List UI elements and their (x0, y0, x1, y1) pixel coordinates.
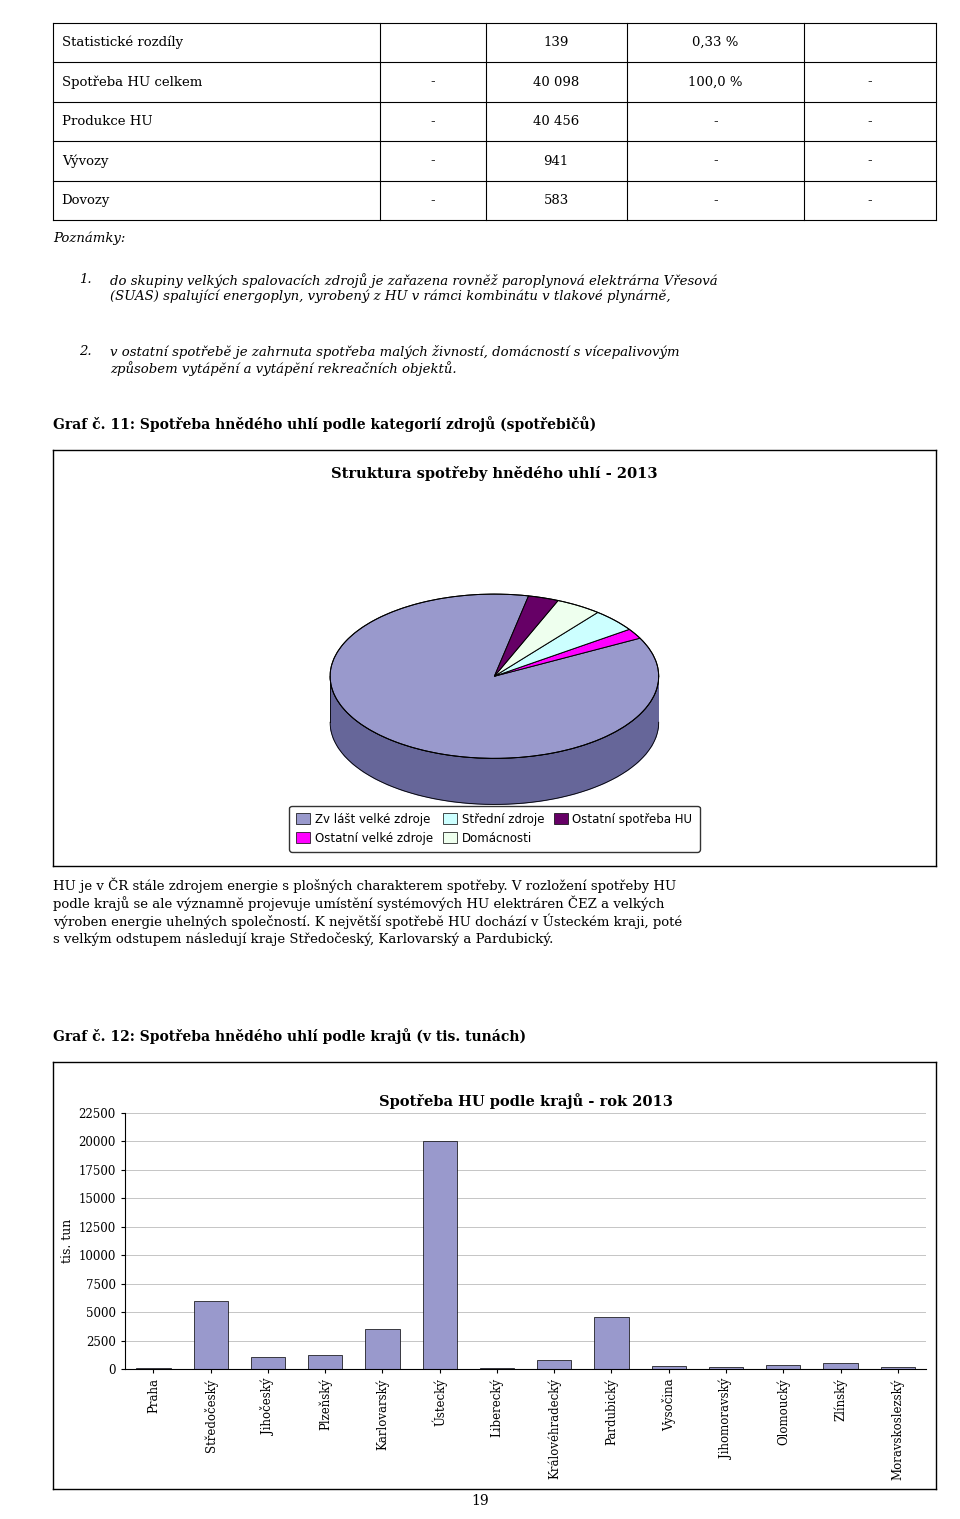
Text: Struktura spotřeby hnědého uhlí - 2013: Struktura spotřeby hnědého uhlí - 2013 (331, 466, 658, 482)
Legend: Zv lášt velké zdroje, Ostatní velké zdroje, Střední zdroje, Domácnosti, Ostatní : Zv lášt velké zdroje, Ostatní velké zdro… (289, 805, 700, 852)
Text: Produkce HU: Produkce HU (61, 115, 153, 128)
Y-axis label: tis. tun: tis. tun (61, 1218, 74, 1264)
Bar (708, 1367, 743, 1369)
Text: 1.: 1. (80, 273, 92, 286)
Text: 19: 19 (471, 1493, 489, 1508)
Text: 583: 583 (543, 194, 569, 207)
Wedge shape (494, 595, 558, 676)
Text: 941: 941 (543, 155, 569, 167)
Bar (824, 1363, 857, 1369)
Text: -: - (713, 115, 717, 128)
Text: Poznámky:: Poznámky: (53, 231, 125, 245)
Text: HU je v ČR stále zdrojem energie s plošných charakterem spotřeby. V rozložení sp: HU je v ČR stále zdrojem energie s plošn… (53, 878, 682, 946)
Text: Statistické rozdíly: Statistické rozdíly (61, 36, 182, 49)
Bar (308, 1355, 343, 1369)
Bar (594, 1317, 629, 1369)
Bar (194, 1300, 228, 1369)
Title: Spotřeba HU podle krajů - rok 2013: Spotřeba HU podle krajů - rok 2013 (378, 1094, 673, 1109)
Text: v ostatní spotřebě je zahrnuta spotřeba malých živností, domácností s vícepalivo: v ostatní spotřebě je zahrnuta spotřeba … (110, 345, 680, 377)
Text: -: - (868, 76, 872, 88)
Bar (766, 1364, 801, 1369)
Bar (652, 1366, 685, 1369)
Text: -: - (868, 194, 872, 207)
Text: Graf č. 11: Spotřeba hnědého uhlí podle kategorií zdrojů (spotřebičů): Graf č. 11: Spotřeba hnědého uhlí podle … (53, 416, 596, 431)
Text: -: - (430, 155, 435, 167)
Text: 139: 139 (543, 36, 569, 49)
Bar (365, 1329, 399, 1369)
Wedge shape (494, 600, 598, 676)
Text: 40 456: 40 456 (533, 115, 579, 128)
Text: 2.: 2. (80, 345, 92, 358)
Text: 100,0 %: 100,0 % (688, 76, 742, 88)
Bar (422, 1141, 457, 1369)
Text: -: - (430, 115, 435, 128)
Wedge shape (330, 594, 659, 758)
Text: -: - (713, 194, 717, 207)
Text: Spotřeba HU celkem: Spotřeba HU celkem (61, 76, 202, 88)
Bar (537, 1360, 571, 1369)
Wedge shape (494, 612, 630, 676)
Text: -: - (713, 155, 717, 167)
Bar (251, 1356, 285, 1369)
Text: Dovozy: Dovozy (61, 194, 110, 207)
Text: do skupiny velkých spalovacích zdrojů je zařazena rovněž paroplynová elektrárna : do skupiny velkých spalovacích zdrojů je… (110, 273, 718, 304)
Text: 40 098: 40 098 (533, 76, 579, 88)
Polygon shape (330, 676, 659, 805)
Polygon shape (331, 682, 659, 804)
Text: -: - (430, 76, 435, 88)
Text: Graf č. 12: Spotřeba hnědého uhlí podle krajů (v tis. tunách): Graf č. 12: Spotřeba hnědého uhlí podle … (53, 1028, 526, 1044)
Text: -: - (430, 194, 435, 207)
Bar (880, 1367, 915, 1369)
Text: Vývozy: Vývozy (61, 155, 108, 167)
Text: -: - (868, 155, 872, 167)
Text: -: - (868, 115, 872, 128)
Text: 0,33 %: 0,33 % (692, 36, 738, 49)
Wedge shape (494, 629, 640, 676)
